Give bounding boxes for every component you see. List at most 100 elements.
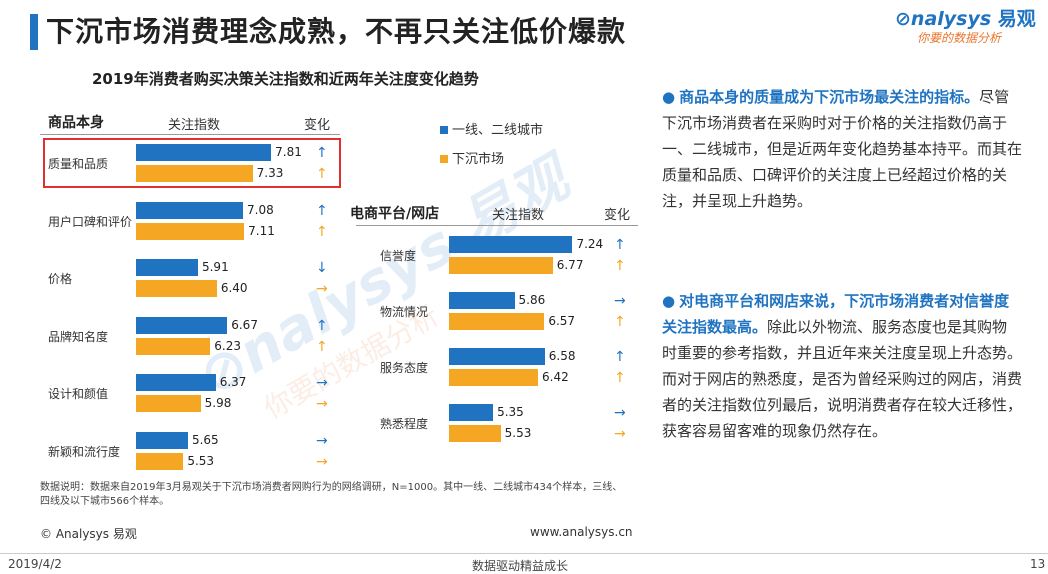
- bar: [449, 292, 515, 309]
- trend-right-arrow-icon: →: [614, 426, 626, 442]
- data-label: 6.40: [220, 281, 248, 295]
- insight-1: ● 商品本身的质量成为下沉市场最关注的指标。尽管下沉市场消费者在采购时对于价格的关…: [662, 84, 1022, 214]
- category-label: 质量和品质: [48, 157, 109, 171]
- bullet-dot-icon: ●: [662, 292, 676, 310]
- category-label: 服务态度: [380, 361, 429, 375]
- data-label: 6.67: [231, 317, 258, 332]
- right-group-label: 电商平台/网店: [350, 206, 440, 222]
- legend-swatch-lower: [440, 155, 448, 163]
- left-change-header: 变化: [304, 118, 331, 133]
- data-label: 6.42: [542, 370, 569, 384]
- footer-slogan: 数据驱动精益成长: [472, 559, 569, 573]
- data-label: 5.35: [497, 405, 524, 419]
- trend-up-arrow-icon: ↑: [614, 237, 626, 253]
- bar: [449, 404, 494, 421]
- logo-tagline: 你要的数据分析: [917, 31, 1002, 45]
- left-value-header: 关注指数: [168, 118, 221, 133]
- trend-up-arrow-icon: ↑: [316, 202, 328, 219]
- trend-up-arrow-icon: ↑: [614, 370, 626, 386]
- bar: [136, 280, 217, 297]
- category-label: 新颖和流行度: [48, 444, 121, 459]
- insight-1-text: 尽管下沉市场消费者在采购时对于价格的关注指数仍高于一、二线城市，但是近两年变化趋…: [662, 88, 1023, 210]
- trend-right-arrow-icon: →: [614, 293, 626, 309]
- data-label: 6.23: [214, 338, 242, 353]
- data-label: 6.77: [556, 258, 584, 272]
- trend-right-arrow-icon: →: [316, 281, 328, 297]
- category-label: 物流情况: [380, 305, 429, 319]
- highlight-box: [43, 138, 341, 188]
- bar: [449, 425, 501, 442]
- trend-up-arrow-icon: ↑: [316, 166, 328, 182]
- data-label: 5.53: [504, 426, 532, 440]
- right-header-rule: [356, 225, 638, 226]
- left-header-rule: [40, 134, 340, 135]
- trend-up-arrow-icon: ↑: [316, 338, 328, 355]
- footer-divider: [0, 553, 1048, 554]
- bar: [449, 236, 573, 253]
- right-bar-chart: 信誉度 7.24 ↑ 6.77 ↑ 物流情况 5.86 → 6.57 ↑ 服务态度 6.58 ↑ 6.42…: [0, 0, 626, 442]
- insight-2-bold: 对电商平台和网店来说，下沉市场消费者对信誉度关注指数最高。: [662, 292, 1010, 336]
- right-change-header: 变化: [604, 208, 631, 223]
- insight-1-bold: 商品本身的质量成为下沉市场最关注的指标。: [679, 88, 980, 106]
- bar: [136, 144, 272, 161]
- trend-right-arrow-icon: →: [614, 405, 626, 421]
- data-label: 6.57: [548, 314, 576, 328]
- legend-swatch-tier12: [440, 126, 448, 134]
- data-label: 5.65: [191, 432, 219, 447]
- data-label: 5.53: [187, 453, 215, 468]
- category-label: 信誉度: [380, 249, 417, 263]
- trend-down-arrow-icon: ↓: [316, 260, 328, 276]
- bar: [136, 337, 211, 355]
- data-label: 5.86: [518, 293, 546, 307]
- left-bar-chart: 质量和品质 7.81 ↑ 7.33 ↑ 用户口碑和评价 7.08 ↑ 7.11 ↑ 价格 5.91 ↓ 6…: [0, 0, 328, 470]
- bar: [449, 257, 553, 274]
- logo-swirl-icon: ⊘: [895, 8, 911, 30]
- left-group-label: 商品本身: [48, 115, 104, 131]
- bar: [136, 201, 244, 219]
- bar: [449, 313, 545, 330]
- bar: [449, 369, 539, 386]
- bar: [136, 165, 253, 182]
- data-label: 6.37: [219, 375, 247, 389]
- title-accent-bar: [30, 14, 38, 50]
- footer-date: 2019/4/2: [8, 557, 62, 571]
- bar: [136, 395, 201, 412]
- bar: [136, 431, 188, 449]
- trend-right-arrow-icon: →: [316, 396, 328, 412]
- data-label: 5.91: [201, 260, 229, 274]
- insight-2-text: 除此以外物流、服务态度也是其购物时重要的参考指数，并且近年来关注度呈现上升态势。…: [662, 318, 1023, 440]
- chart-title: 2019年消费者购买决策关注指数和近两年关注度变化趋势: [92, 70, 479, 88]
- copyright: © Analysys 易观: [40, 527, 137, 541]
- logo-main-text: nalysys: [910, 8, 992, 30]
- trend-right-arrow-icon: →: [316, 453, 328, 470]
- bar: [449, 348, 545, 365]
- trend-right-arrow-icon: →: [316, 375, 328, 391]
- data-label: 7.08: [247, 202, 274, 217]
- bullet-dot-icon: ●: [662, 88, 676, 106]
- category-label: 品牌知名度: [48, 329, 109, 344]
- right-value-header: 关注指数: [492, 208, 545, 223]
- data-label: 7.11: [248, 223, 275, 238]
- category-label: 用户口碑和评价: [48, 214, 133, 229]
- trend-up-arrow-icon: ↑: [316, 317, 328, 334]
- trend-up-arrow-icon: ↑: [614, 258, 626, 274]
- category-label: 设计和颜值: [48, 387, 109, 401]
- data-label: 6.58: [548, 349, 576, 363]
- category-label: 熟悉程度: [380, 417, 429, 431]
- bar: [136, 259, 198, 276]
- data-label: 7.81: [275, 145, 302, 159]
- trend-up-arrow-icon: ↑: [614, 349, 626, 365]
- legend-label-lower: 下沉市场: [452, 152, 505, 167]
- bar: [136, 222, 245, 240]
- website-url: www.analysys.cn: [530, 525, 633, 539]
- data-label: 7.24: [576, 237, 604, 251]
- bar: [136, 374, 216, 391]
- trend-up-arrow-icon: ↑: [614, 314, 626, 330]
- data-label: 7.33: [256, 166, 284, 180]
- insight-2: ● 对电商平台和网店来说，下沉市场消费者对信誉度关注指数最高。除此以外物流、服务态…: [662, 288, 1022, 444]
- logo-brand-text: 易观: [997, 8, 1036, 30]
- bar: [136, 452, 184, 470]
- legend-label-tier12: 一线、二线城市: [452, 123, 544, 138]
- trend-up-arrow-icon: ↑: [316, 223, 328, 240]
- page-title: 下沉市场消费理念成熟，不再只关注低价爆款: [46, 15, 627, 48]
